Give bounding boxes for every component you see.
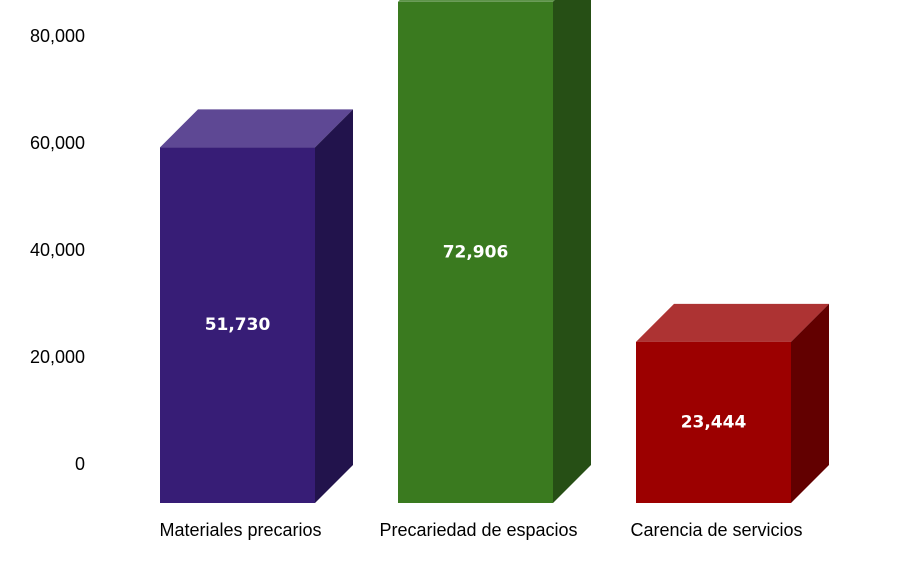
bar: 23,444 — [636, 303, 829, 503]
bar-front-face — [398, 1, 553, 504]
bar-top-face — [636, 303, 829, 342]
data-label: 23,444 — [681, 412, 747, 432]
bar-side-face — [791, 303, 829, 503]
y-tick-label: 20,000 — [30, 347, 85, 367]
bar: 72,906 — [398, 0, 591, 504]
bars-group: 51,730 72,906 23,444 — [160, 0, 829, 504]
y-tick-label: 0 — [75, 454, 85, 474]
data-label: 51,730 — [205, 315, 271, 335]
y-tick-label: 60,000 — [30, 133, 85, 153]
data-label: 72,906 — [443, 242, 509, 262]
bar-top-face — [398, 0, 555, 2]
x-axis: Materiales precarios Precariedad de espac… — [159, 520, 802, 540]
bar-side-face — [315, 109, 353, 503]
x-category-label: Carencia de servicios — [630, 520, 802, 540]
y-tick-label: 80,000 — [30, 26, 85, 46]
y-axis: 0 20,000 40,000 60,000 80,000 — [30, 26, 85, 474]
bar-front-face — [160, 147, 315, 503]
bar-side-face — [553, 0, 591, 503]
x-category-label: Precariedad de espacios — [379, 520, 577, 540]
x-category-label: Materiales precarios — [159, 520, 321, 540]
y-tick-label: 40,000 — [30, 240, 85, 260]
bar-front-face — [636, 341, 791, 503]
bar-top-face — [160, 109, 353, 148]
bar: 51,730 — [160, 109, 353, 503]
